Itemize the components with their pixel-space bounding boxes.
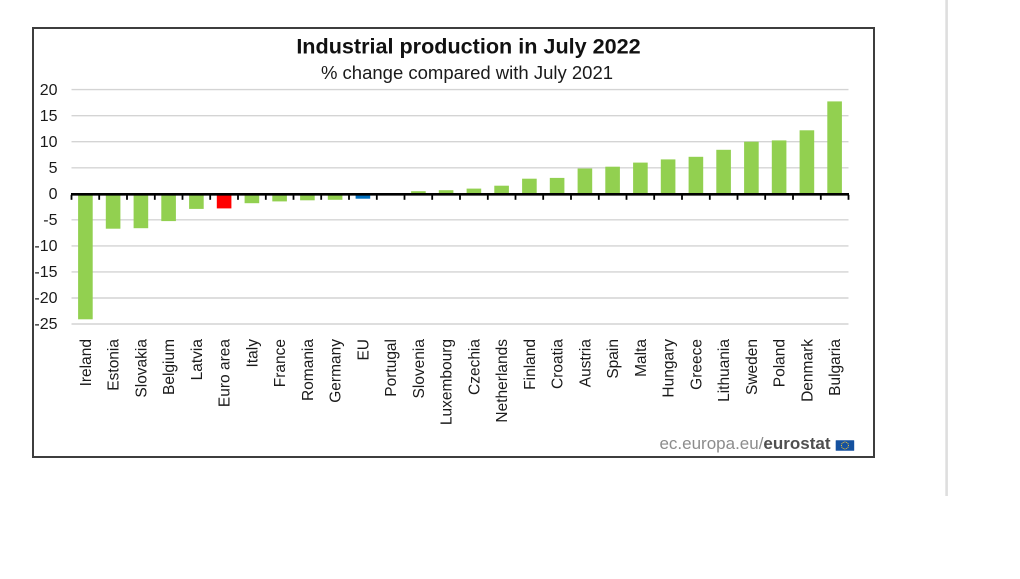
svg-text:Malta: Malta [633,339,650,377]
svg-text:10: 10 [40,134,58,151]
svg-text:EU: EU [355,339,372,361]
svg-text:Italy: Italy [244,339,261,368]
svg-text:Poland: Poland [772,339,789,387]
svg-text:Slovenia: Slovenia [411,339,428,399]
svg-text:Euro area: Euro area [217,339,234,407]
svg-text:Belgium: Belgium [161,339,178,395]
svg-text:Slovakia: Slovakia [133,339,150,398]
svg-text:Finland: Finland [522,339,539,390]
svg-text:5: 5 [49,160,58,177]
svg-text:-5: -5 [43,212,57,229]
svg-text:Estonia: Estonia [106,339,123,391]
svg-text:ec.europa.eu/eurostat: ec.europa.eu/eurostat [659,434,830,453]
svg-text:Austria: Austria [577,339,594,388]
svg-text:Denmark: Denmark [799,339,816,402]
svg-text:Netherlands: Netherlands [494,339,511,423]
svg-text:-15: -15 [34,264,57,281]
svg-text:Germany: Germany [328,339,345,403]
svg-text:Greece: Greece [688,339,705,390]
svg-text:Sweden: Sweden [744,339,761,395]
svg-text:15: 15 [40,108,58,125]
svg-text:Ireland: Ireland [78,339,95,386]
svg-text:-25: -25 [34,316,57,333]
svg-text:Luxembourg: Luxembourg [439,339,456,425]
svg-text:20: 20 [40,82,58,99]
svg-text:Latvia: Latvia [189,339,206,381]
svg-text:Spain: Spain [605,339,622,379]
svg-text:-20: -20 [34,290,57,307]
svg-text:Croatia: Croatia [550,339,567,389]
svg-text:Czechia: Czechia [466,339,483,395]
svg-text:Hungary: Hungary [661,339,678,398]
svg-text:Portugal: Portugal [383,339,400,397]
svg-text:Lithuania: Lithuania [716,339,733,402]
svg-text:-10: -10 [34,238,57,255]
svg-text:Industrial production in July: Industrial production in July 2022 [296,34,640,59]
svg-text:% change compared with July 20: % change compared with July 2021 [321,62,613,83]
svg-text:Bulgaria: Bulgaria [827,339,844,396]
svg-text:Romania: Romania [300,339,317,401]
svg-text:France: France [272,339,289,387]
svg-text:0: 0 [49,186,58,203]
